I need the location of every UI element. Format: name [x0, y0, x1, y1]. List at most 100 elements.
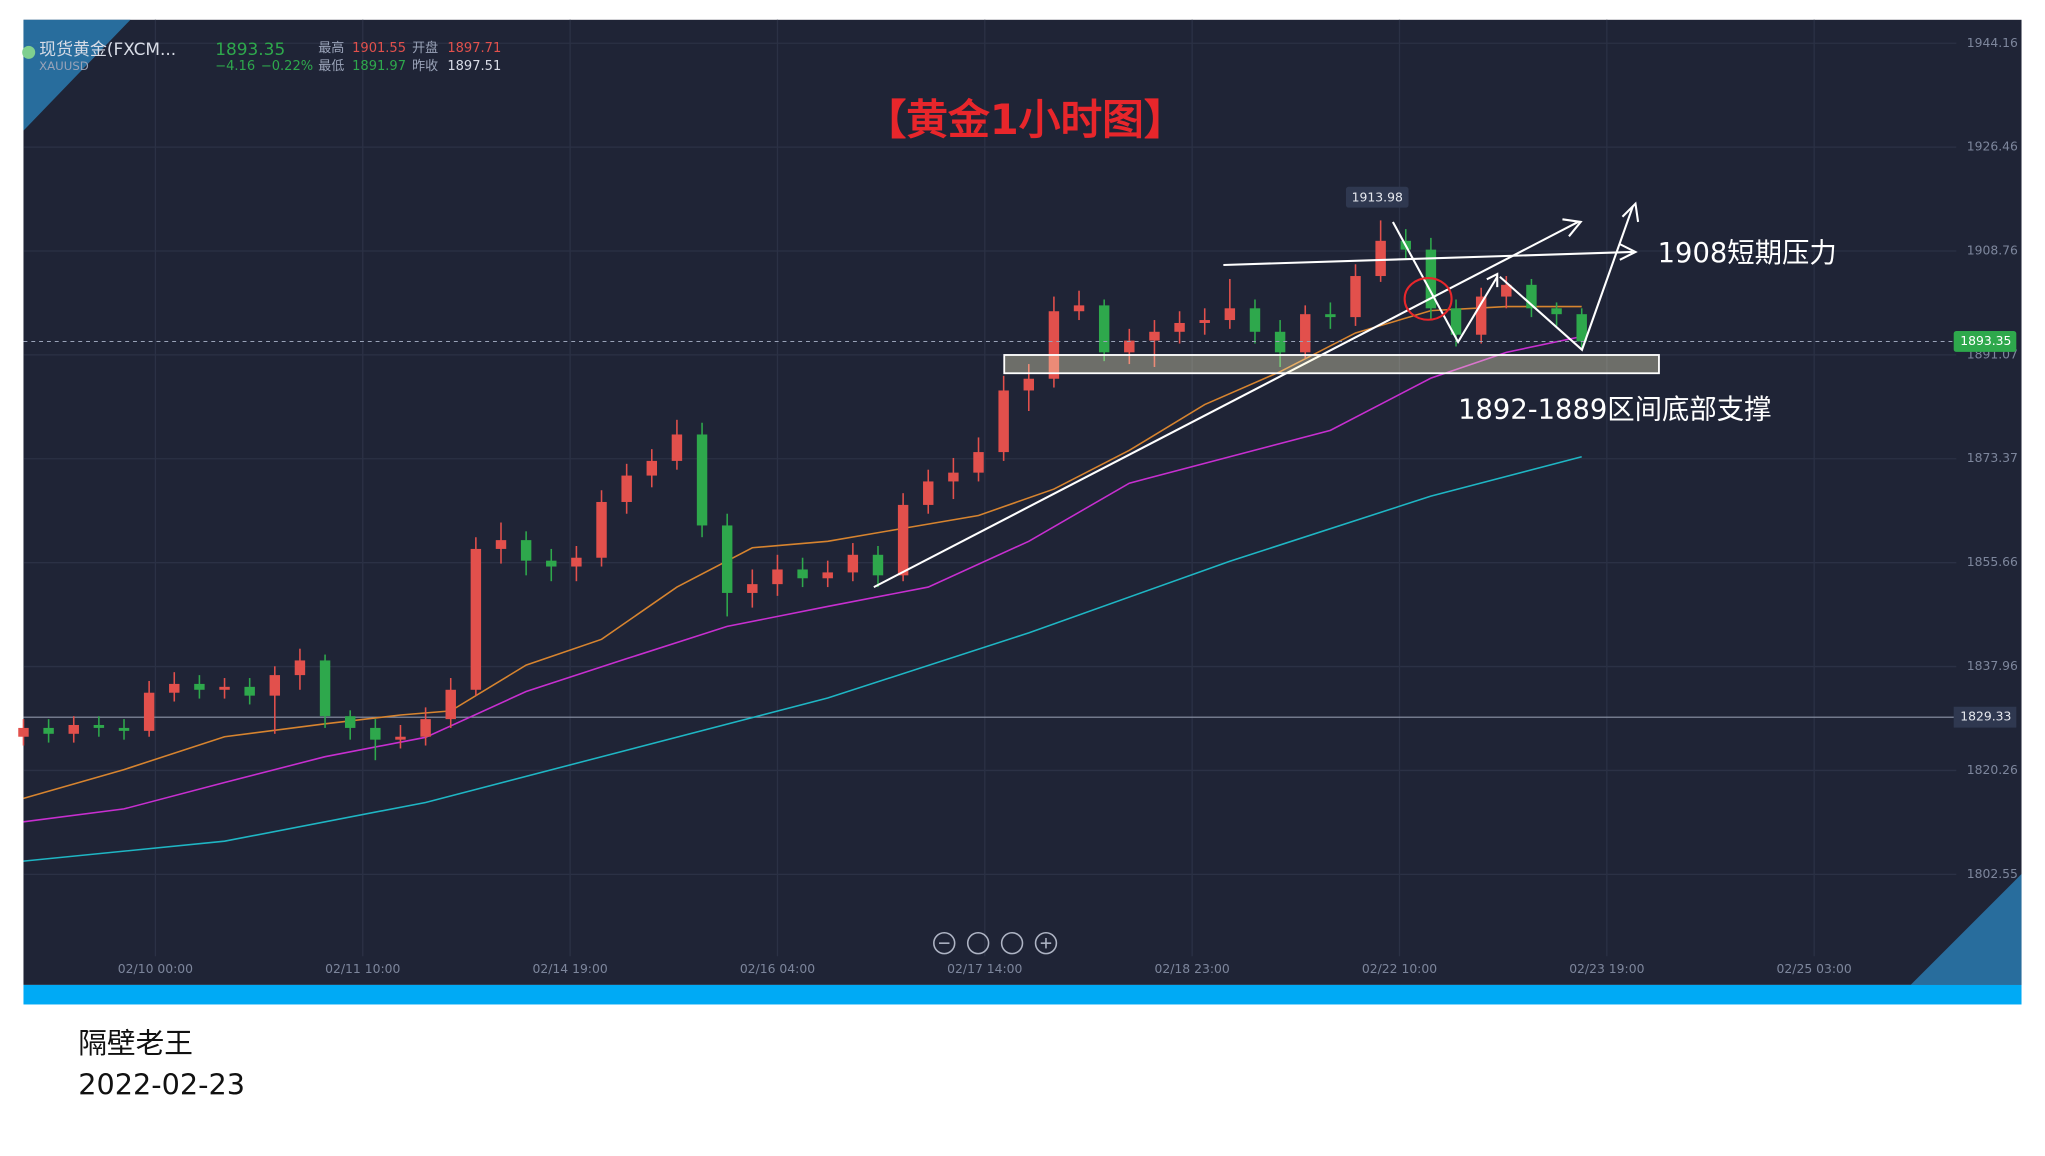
- y-tick-label: 1837.96: [1967, 659, 2018, 673]
- candle-body: [244, 686, 255, 696]
- last-price-label: 1893.35: [1960, 334, 2011, 348]
- candle-body: [1325, 314, 1336, 318]
- moving-average: [23, 456, 1582, 862]
- candle-body: [1224, 308, 1236, 321]
- candle-body: [344, 716, 356, 728]
- x-tick-label: 02/18 23:00: [1155, 962, 1230, 976]
- moving-average: [23, 335, 1582, 823]
- candle-body: [1274, 331, 1286, 353]
- high-label: 最高: [318, 40, 344, 56]
- candle-body: [470, 548, 482, 690]
- candle-body: [797, 569, 808, 579]
- corner-decoration: [23, 19, 131, 131]
- candle-body: [546, 560, 557, 567]
- chart-title: 【黄金1小时图】: [865, 95, 1186, 144]
- support-note: 1892-1889区间底部支撑: [1458, 395, 1771, 426]
- candle-body: [1375, 240, 1386, 277]
- resistance-note: 1908短期压力: [1658, 238, 1837, 269]
- open-value: 1897.71: [447, 41, 501, 56]
- drawn-lines: [873, 201, 1640, 589]
- candle-body: [420, 719, 431, 737]
- grid: 1802.55 1820.26 1837.96 1855.66 1873.37 1891.…: [23, 19, 2018, 976]
- candle-body: [18, 727, 29, 737]
- chart-background: [23, 19, 2022, 985]
- low-value: 1891.97: [352, 59, 406, 74]
- candle-body: [395, 736, 406, 740]
- candle-body: [621, 475, 632, 502]
- candle-body: [143, 692, 155, 731]
- candle-body: [219, 686, 230, 690]
- last-price: 1893.35: [215, 39, 285, 59]
- candle-body: [822, 572, 833, 579]
- candle-body: [520, 540, 532, 561]
- candle-body: [1300, 314, 1311, 353]
- alert-tag-label: 1829.33: [1960, 710, 2011, 724]
- y-tick-label: 1908.76: [1967, 244, 2018, 258]
- candle-body: [269, 675, 281, 696]
- x-tick-label: 02/10 00:00: [118, 962, 193, 976]
- candle-body: [646, 460, 658, 476]
- candle-body: [596, 501, 607, 558]
- alert-tag: [1953, 706, 2017, 728]
- y-tick-label: 1820.26: [1967, 763, 2018, 777]
- candle-body: [897, 504, 909, 576]
- high-mark: 1913.98: [1352, 190, 1403, 204]
- candle-body: [1350, 276, 1361, 318]
- candle-body: [68, 724, 79, 734]
- candle-body: [294, 660, 306, 676]
- y-tick-label: 1944.16: [1967, 36, 2018, 50]
- x-tick-label: 02/14 19:00: [532, 962, 607, 976]
- candle-body: [495, 540, 507, 549]
- candle-body: [671, 434, 683, 461]
- candle-body: [1073, 305, 1085, 312]
- x-tick-label: 02/11 10:00: [325, 962, 400, 976]
- corner-decoration: [1910, 874, 2022, 985]
- prev-label: 昨收: [412, 59, 438, 74]
- symbol-icon: [22, 45, 36, 59]
- bottom-bar: [23, 984, 2022, 1005]
- candle-body: [973, 452, 984, 473]
- candle-body: [1023, 378, 1034, 391]
- candle-body: [370, 727, 381, 740]
- x-tick-label: 02/23 19:00: [1569, 962, 1644, 976]
- low-label: 最低: [318, 59, 344, 74]
- candle-body: [747, 584, 758, 593]
- x-tick-label: 02/16 04:00: [740, 962, 815, 976]
- x-tick-label: 02/22 10:00: [1362, 962, 1437, 976]
- candle-body: [1501, 284, 1512, 297]
- candle-body: [43, 727, 54, 734]
- candle-body: [847, 554, 859, 573]
- change-pct: −0.22%: [261, 59, 313, 74]
- candle-body: [872, 554, 884, 576]
- candle-body: [1450, 308, 1462, 335]
- open-label: 开盘: [412, 40, 438, 56]
- caption-author: 隔壁老王: [78, 1026, 193, 1060]
- candle-body: [1199, 320, 1210, 323]
- candle-body: [169, 683, 180, 693]
- candle-body: [1149, 331, 1160, 341]
- change: −4.16: [215, 59, 255, 74]
- candle-body: [998, 390, 1009, 453]
- candle-body: [948, 472, 959, 482]
- zoom-controls[interactable]: [933, 931, 1058, 955]
- last-price-tag: [1953, 331, 2017, 352]
- candle-body: [1475, 296, 1487, 335]
- candle-body: [1249, 308, 1261, 332]
- symbol[interactable]: 现货黄金(FXCM...: [39, 39, 176, 59]
- candle-body: [571, 557, 582, 567]
- candle-body: [721, 525, 733, 593]
- candle-body: [1576, 314, 1587, 342]
- y-tick-label: 1855.66: [1967, 555, 2018, 569]
- y-tick-label: 1873.37: [1967, 451, 2018, 465]
- x-tick-label: 02/25 03:00: [1777, 962, 1852, 976]
- caption-date: 2022-02-23: [78, 1068, 245, 1102]
- candle-body: [1526, 284, 1537, 309]
- candle-body: [93, 724, 105, 728]
- symbol-code: XAUUSD: [39, 59, 89, 73]
- candle-body: [923, 481, 934, 505]
- candle-body: [319, 660, 331, 717]
- candle-body: [118, 727, 130, 731]
- candle-body: [194, 683, 205, 690]
- candle-body: [1174, 322, 1185, 332]
